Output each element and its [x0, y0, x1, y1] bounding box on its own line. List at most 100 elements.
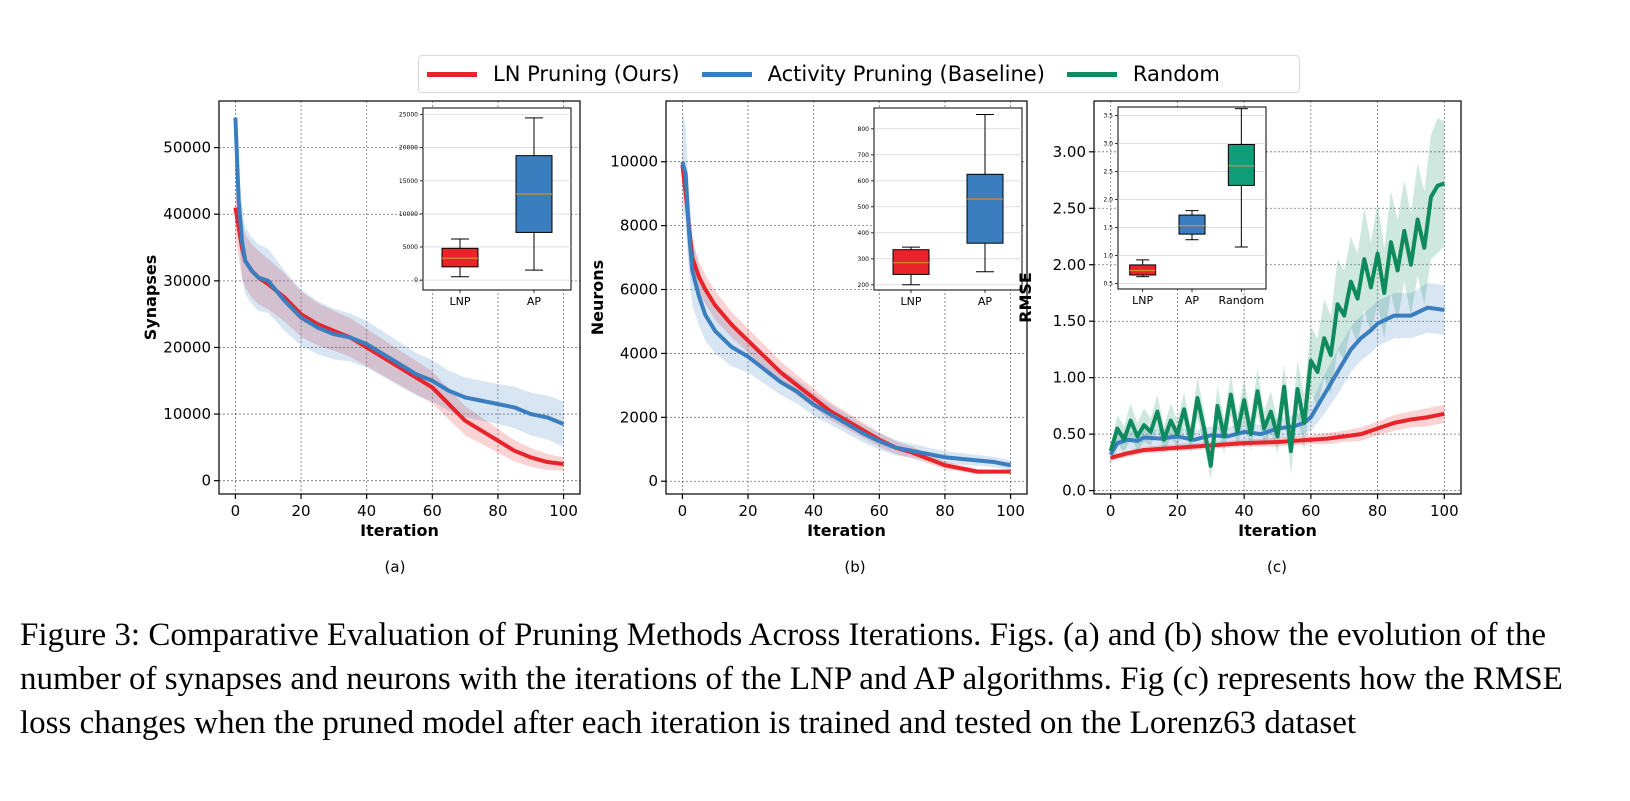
- y-tick-label: 8000: [620, 217, 658, 235]
- y-tick-label: 1.50: [1053, 312, 1086, 330]
- x-tick-label: 100: [549, 502, 578, 520]
- x-tick-label: 0: [231, 502, 241, 520]
- box-lnp: [441, 247, 479, 268]
- legend-label-ln-pruning: LN Pruning (Ours): [493, 62, 680, 86]
- legend-swatch-activity-pruning: [701, 71, 752, 77]
- inset-y-tick-label: 700: [858, 152, 870, 159]
- inset-y-tick-label: 5000: [403, 244, 418, 251]
- y-tick-label: 3.00: [1053, 143, 1086, 161]
- legend-swatch-ln-pruning: [427, 71, 477, 77]
- legend-swatch-random: [1066, 71, 1117, 77]
- inset-y-tick-label: 300: [858, 256, 870, 263]
- panel-b: 0 20 40 60 80 100 0 2000 4000 6000 8000 10000 Iterat…: [588, 100, 1028, 576]
- y-tick-label: 2.00: [1053, 256, 1086, 274]
- panel-a: 0 20 40 60 80 10001000020000300004000050000It…: [141, 100, 581, 576]
- legend-label-activity-pruning: Activity Pruning (Baseline): [767, 62, 1045, 86]
- x-tick-label: 20: [291, 502, 310, 520]
- panel-c: 0 20 40 60 80 100 0.0 0.50 1.00 1.50 2.00 2.50 3.00 I…: [1016, 100, 1462, 576]
- y-tick-label: 2000: [620, 408, 658, 426]
- band-activity-pruning-baseline-: [1110, 282, 1445, 461]
- x-tick-label: 40: [357, 502, 376, 520]
- x-tick-label: 20: [738, 502, 757, 520]
- y-tick-label: 10000: [163, 405, 211, 423]
- inset-y-tick-label: 1.0: [1103, 252, 1113, 259]
- inset-y-tick-label: 0: [414, 277, 418, 284]
- inset-y-tick-label: 600: [858, 178, 870, 185]
- inset-y-tick-label: 15000: [399, 178, 418, 185]
- y-tick-label: 50000: [163, 139, 211, 157]
- y-tick-label: 0: [201, 472, 211, 490]
- y-axis-title: Neurons: [588, 260, 607, 335]
- inset-boxplot: 200 300 400 500 600 700 800 LNP AP: [858, 107, 1023, 308]
- y-tick-label: 6000: [620, 281, 658, 299]
- y-tick-label: 0.50: [1053, 425, 1086, 443]
- band-random: [1110, 117, 1445, 480]
- x-axis-title: Iteration: [1238, 521, 1317, 540]
- inset-y-tick-label: 500: [858, 204, 870, 211]
- inset-category-label: LNP: [450, 295, 471, 308]
- inset-category-label: AP: [527, 295, 542, 308]
- band-ln-pruning-ours-: [235, 177, 564, 471]
- series-line-ln-pruning-ours-: [680, 164, 1011, 474]
- x-tick-label: 40: [804, 502, 823, 520]
- inset-boxplot: 0.5 1.0 1.5 2.0 2.5 3.0 3.5 LNP AP Random: [1103, 106, 1267, 307]
- series-line-activity-pruning-baseline-: [680, 161, 1011, 468]
- inset-y-tick-label: 0.5: [1103, 280, 1113, 287]
- x-tick-label: 60: [423, 502, 442, 520]
- inset-category-label: LNP: [1132, 294, 1153, 307]
- x-tick-label: 100: [996, 502, 1025, 520]
- panel-label: (b): [844, 558, 865, 576]
- x-tick-label: 40: [1235, 502, 1254, 520]
- inset-y-tick-label: 3.5: [1103, 112, 1113, 119]
- x-tick-label: 60: [1301, 502, 1320, 520]
- series-line-activity-pruning-baseline-: [233, 117, 565, 426]
- y-tick-label: 0.0: [1062, 482, 1086, 500]
- legend-item-ln-pruning: LN Pruning (Ours): [427, 62, 680, 86]
- inset-category-label: AP: [1185, 294, 1200, 307]
- y-tick-label: 30000: [163, 272, 211, 290]
- inset-y-tick-label: 800: [858, 126, 870, 133]
- legend-label-random: Random: [1132, 62, 1220, 86]
- y-tick-label: 2.50: [1053, 199, 1086, 217]
- inset-y-tick-label: 400: [858, 230, 870, 237]
- legend-item-activity-pruning: Activity Pruning (Baseline): [701, 62, 1045, 86]
- y-tick-label: 10000: [610, 153, 658, 171]
- x-tick-label: 80: [1368, 502, 1387, 520]
- inset-category-label: AP: [978, 295, 993, 308]
- x-tick-label: 80: [935, 502, 954, 520]
- box-ap: [1178, 214, 1206, 235]
- box-lnp: [892, 249, 930, 275]
- x-tick-label: 100: [1430, 502, 1459, 520]
- x-tick-label: 0: [1106, 502, 1116, 520]
- y-tick-label: 20000: [163, 338, 211, 356]
- inset-y-tick-label: 25000: [399, 112, 418, 119]
- box-ap: [966, 173, 1004, 244]
- plot-frame: [218, 100, 581, 495]
- figure-3-charts: 0 20 40 60 80 10001000020000300004000050000It…: [141, 100, 1462, 576]
- x-tick-label: 20: [1168, 502, 1187, 520]
- y-axis-title: RMSE: [1016, 272, 1035, 323]
- panel-label: (a): [385, 558, 406, 576]
- inset-frame: [1117, 106, 1267, 290]
- y-tick-label: 40000: [163, 205, 211, 223]
- series-line-ln-pruning-ours-: [1110, 411, 1445, 460]
- inset-y-tick-label: 2.5: [1103, 168, 1113, 175]
- x-tick-label: 0: [678, 502, 688, 520]
- x-axis-title: Iteration: [360, 521, 439, 540]
- series-line-random: [1108, 181, 1445, 468]
- plot-frame: [1093, 100, 1462, 495]
- inset-y-tick-label: 20000: [399, 145, 418, 152]
- legend-item-random: Random: [1066, 62, 1220, 86]
- inset-category-label: LNP: [901, 295, 922, 308]
- chart-legend: LN Pruning (Ours) Activity Pruning (Base…: [418, 55, 1300, 93]
- x-tick-label: 60: [870, 502, 889, 520]
- inset-y-tick-label: 2.0: [1103, 196, 1113, 203]
- inset-y-tick-label: 3.0: [1103, 140, 1113, 147]
- inset-y-tick-label: 200: [858, 282, 870, 289]
- y-tick-label: 0: [648, 472, 658, 490]
- band-activity-pruning-baseline-: [682, 110, 1011, 471]
- x-axis-title: Iteration: [807, 521, 886, 540]
- plot-frame: [665, 100, 1028, 495]
- y-tick-label: 1.00: [1053, 369, 1086, 387]
- y-tick-label: 4000: [620, 344, 658, 362]
